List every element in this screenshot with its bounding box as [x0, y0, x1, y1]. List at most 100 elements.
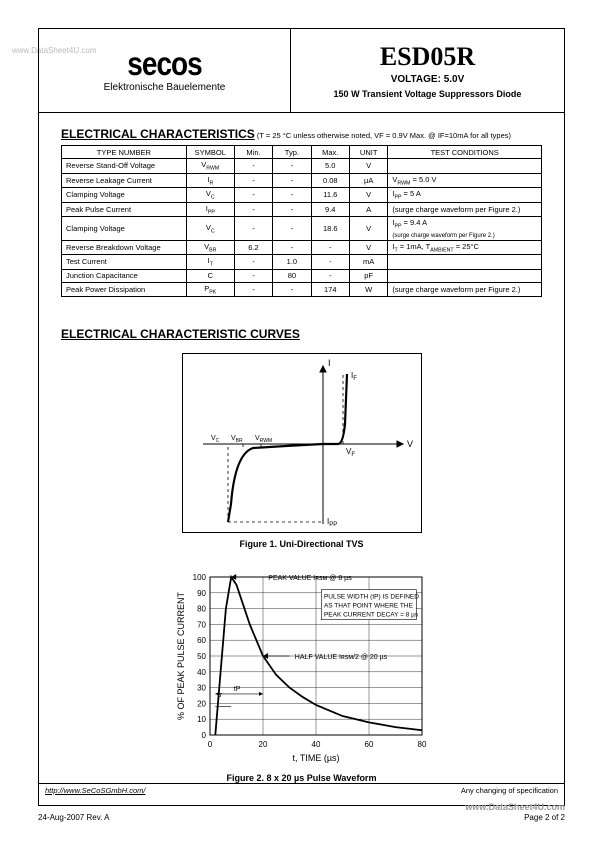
company-name: Elektronische Bauelemente [104, 82, 226, 93]
svg-text:VC: VC [211, 435, 220, 444]
table-cell: 11.6 [311, 188, 349, 203]
svg-text:60: 60 [364, 740, 373, 749]
svg-text:VBR: VBR [231, 435, 243, 444]
header-right: ESD05R VOLTAGE: 5.0V 150 W Transient Vol… [291, 29, 564, 112]
figure2-caption: Figure 2. 8 x 20 µs Pulse Waveform [39, 773, 564, 783]
table-cell: - [273, 240, 311, 255]
svg-text:60: 60 [197, 636, 206, 645]
svg-text:PULSE WIDTH (tP) IS DEFINED: PULSE WIDTH (tP) IS DEFINED [323, 594, 418, 601]
table-cell: IT [186, 255, 234, 270]
svg-text:90: 90 [197, 589, 206, 598]
svg-text:AS THAT POINT WHERE THE: AS THAT POINT WHERE THE [323, 603, 413, 610]
table-row: Reverse Stand-Off VoltageVRWM--5.0V [62, 159, 542, 174]
svg-text:t, TIME (µs): t, TIME (µs) [292, 753, 339, 763]
section-note: (T = 25 °C unless otherwise noted, VF = … [255, 131, 511, 140]
table-header: TYPE NUMBER [62, 146, 187, 159]
table-row: Test CurrentIT-1.0-mA [62, 255, 542, 270]
table-cell: 5.0 [311, 159, 349, 174]
svg-text:20: 20 [258, 740, 267, 749]
table-cell: V [349, 217, 387, 241]
part-number: ESD05R [380, 42, 475, 72]
footer-rev: 24-Aug-2007 Rev. A [38, 813, 109, 822]
table-header: Max. [311, 146, 349, 159]
table-cell: Junction Capacitance [62, 269, 187, 282]
table-cell: µA [349, 173, 387, 188]
footer-page: Page 2 of 2 [524, 813, 565, 822]
table-cell: 6.2 [234, 240, 272, 255]
svg-text:50: 50 [197, 652, 206, 661]
page-border: secos Elektronische Bauelemente ESD05R V… [38, 28, 565, 806]
table-cell: - [311, 240, 349, 255]
table-cell: 174 [311, 282, 349, 297]
svg-text:PEAK CURRENT DECAY = 8 µs: PEAK CURRENT DECAY = 8 µs [323, 612, 418, 619]
table-cell: A [349, 202, 387, 217]
table-cell: IPP [186, 202, 234, 217]
table-cell: - [234, 269, 272, 282]
svg-text:100: 100 [192, 573, 206, 582]
footer-right: Any changing of specification [461, 786, 558, 795]
figure2-wrap: 0102030405060708090100020406080t, TIME (… [39, 567, 564, 783]
table-cell: VBR [186, 240, 234, 255]
inner-footer: http://www.SeCoSGmbH.com/ Any changing o… [39, 783, 564, 795]
table-header: Typ. [273, 146, 311, 159]
table-header: TEST CONDITIONS [388, 146, 542, 159]
table-cell: VRWM [186, 159, 234, 174]
svg-text:I: I [328, 358, 331, 368]
header-left: secos Elektronische Bauelemente [39, 29, 291, 112]
table-row: Reverse Leakage CurrentIR--0.08µAVRWM = … [62, 173, 542, 188]
table-header: SYMBOL [186, 146, 234, 159]
table-row: Clamping VoltageVC--18.6VIPP = 9.4 A(sur… [62, 217, 542, 241]
table-cell: 0.08 [311, 173, 349, 188]
figure1: I IF V VF VC VBR VRWM IPP [182, 353, 422, 533]
svg-text:IPP: IPP [327, 517, 337, 528]
footer-url: http://www.SeCoSGmbH.com/ [45, 786, 145, 795]
table-cell: Peak Power Dissipation [62, 282, 187, 297]
svg-text:VF: VF [346, 447, 355, 458]
characteristics-table: TYPE NUMBERSYMBOLMin.Typ.Max.UNITTEST CO… [61, 145, 542, 297]
svg-text:20: 20 [197, 699, 206, 708]
table-row: Peak Pulse CurrentIPP--9.4A(surge charge… [62, 202, 542, 217]
table-cell: - [273, 159, 311, 174]
page-footer: 24-Aug-2007 Rev. A Page 2 of 2 [38, 813, 565, 822]
svg-text:40: 40 [197, 668, 206, 677]
table-cell: IR [186, 173, 234, 188]
table-cell: VC [186, 188, 234, 203]
svg-text:V: V [407, 439, 413, 449]
svg-text:10: 10 [197, 715, 206, 724]
table-cell: Reverse Stand-Off Voltage [62, 159, 187, 174]
table-cell: 18.6 [311, 217, 349, 241]
table-cell: Reverse Leakage Current [62, 173, 187, 188]
table-row: Reverse Breakdown VoltageVBR6.2--VIT = 1… [62, 240, 542, 255]
svg-text:tP: tP [233, 686, 240, 693]
table-row: Junction CapacitanceC-80-pF [62, 269, 542, 282]
table-cell: VC [186, 217, 234, 241]
svg-text:80: 80 [417, 740, 426, 749]
table-cell: C [186, 269, 234, 282]
table-cell: - [273, 282, 311, 297]
svg-text:80: 80 [197, 605, 206, 614]
section-title: ELECTRICAL CHARACTERISTICS [61, 127, 255, 141]
table-cell: mA [349, 255, 387, 270]
header: secos Elektronische Bauelemente ESD05R V… [39, 29, 564, 113]
svg-text:40: 40 [311, 740, 320, 749]
svg-text:30: 30 [197, 684, 206, 693]
table-cell [388, 269, 542, 282]
voltage-line: VOLTAGE: 5.0V [391, 74, 465, 85]
table-cell: Clamping Voltage [62, 217, 187, 241]
table-cell: IPP = 5 A [388, 188, 542, 203]
svg-text:0: 0 [207, 740, 212, 749]
logo: secos [127, 48, 201, 80]
table-cell: (surge charge waveform per Figure 2.) [388, 202, 542, 217]
svg-text:IF: IF [351, 371, 357, 382]
desc-line: 150 W Transient Voltage Suppressors Diod… [334, 89, 522, 99]
watermark-bottom: www.DataSheet4U.com [465, 802, 565, 812]
table-cell: - [234, 202, 272, 217]
table-cell: - [234, 188, 272, 203]
table-cell: Test Current [62, 255, 187, 270]
table-row: Clamping VoltageVC--11.6VIPP = 5 A [62, 188, 542, 203]
table-cell: 1.0 [273, 255, 311, 270]
table-cell: IPP = 9.4 A(surge charge waveform per Fi… [388, 217, 542, 241]
table-cell: Clamping Voltage [62, 188, 187, 203]
table-cell: 9.4 [311, 202, 349, 217]
table-cell: - [234, 255, 272, 270]
